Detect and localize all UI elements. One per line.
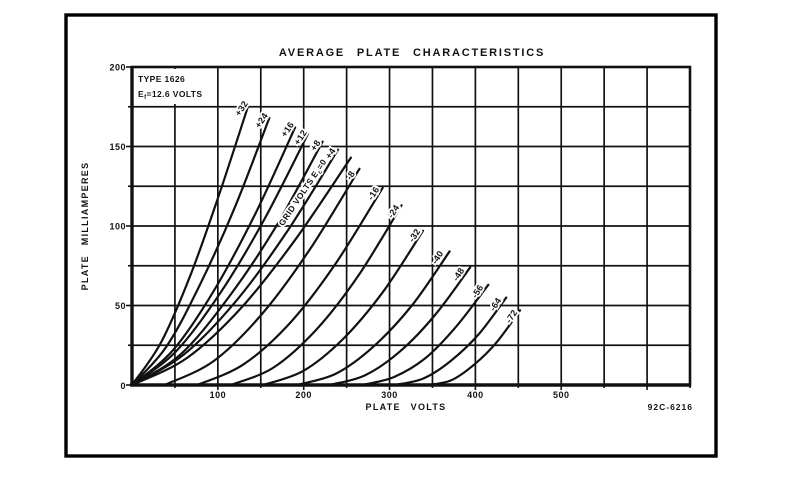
filament-subscript: f bbox=[144, 95, 147, 101]
y-tick-label: 150 bbox=[109, 142, 126, 152]
drawing-number: 92C-6216 bbox=[648, 402, 693, 412]
curve-layer bbox=[130, 105, 522, 387]
filament-value: =12.6 VOLTS bbox=[146, 89, 202, 99]
tube-type-label: TYPE 1626 bbox=[138, 74, 185, 84]
curve-Ec=+32 bbox=[130, 105, 249, 387]
curve-Ec=+8 bbox=[130, 140, 324, 387]
curve-Ec=-8 bbox=[163, 167, 361, 387]
curve-Ec=-32 bbox=[262, 229, 425, 387]
curve-Ec=-48 bbox=[328, 266, 472, 387]
curve-Ec=+24 bbox=[130, 116, 271, 387]
x-tick-label: 100 bbox=[210, 390, 227, 400]
curve-Ec=0 bbox=[130, 156, 352, 387]
x-tick-label: 400 bbox=[467, 390, 484, 400]
chart-title: AVERAGE PLATE CHARACTERISTICS bbox=[279, 47, 545, 59]
x-tick-label: 300 bbox=[381, 390, 398, 400]
x-tick-label: 200 bbox=[295, 390, 312, 400]
y-tick-label: 100 bbox=[109, 222, 126, 232]
curve-Ec=-64 bbox=[393, 296, 508, 387]
y-tick-label: 0 bbox=[120, 381, 126, 391]
filament-voltage-label: Ef=12.6 VOLTS bbox=[138, 89, 202, 101]
curve-Ec=-16 bbox=[196, 186, 384, 387]
type-annotation-box bbox=[134, 69, 217, 104]
curve-Ec=+4 bbox=[130, 148, 340, 387]
curve-Ec=-24 bbox=[229, 204, 403, 387]
tick-label-layer: 100 200 300 400 500 0 50 100 150 200 bbox=[109, 63, 569, 401]
y-axis-label: PLATE MILLIAMPERES bbox=[80, 162, 90, 291]
curve-Ec=-40 bbox=[295, 250, 451, 387]
x-axis-label: PLATE VOLTS bbox=[366, 402, 447, 412]
filament-symbol: E bbox=[138, 89, 144, 99]
x-tick-label: 500 bbox=[553, 390, 570, 400]
curve-Ec=+16 bbox=[130, 126, 297, 387]
curve-Ec=+12 bbox=[130, 132, 310, 387]
grid-volts-subscript: c bbox=[317, 169, 324, 176]
y-tick-label: 50 bbox=[115, 301, 126, 311]
y-tick-label: 200 bbox=[109, 63, 126, 73]
curve-Ec=-56 bbox=[361, 283, 490, 387]
curve-Ec=-72 bbox=[427, 309, 522, 387]
